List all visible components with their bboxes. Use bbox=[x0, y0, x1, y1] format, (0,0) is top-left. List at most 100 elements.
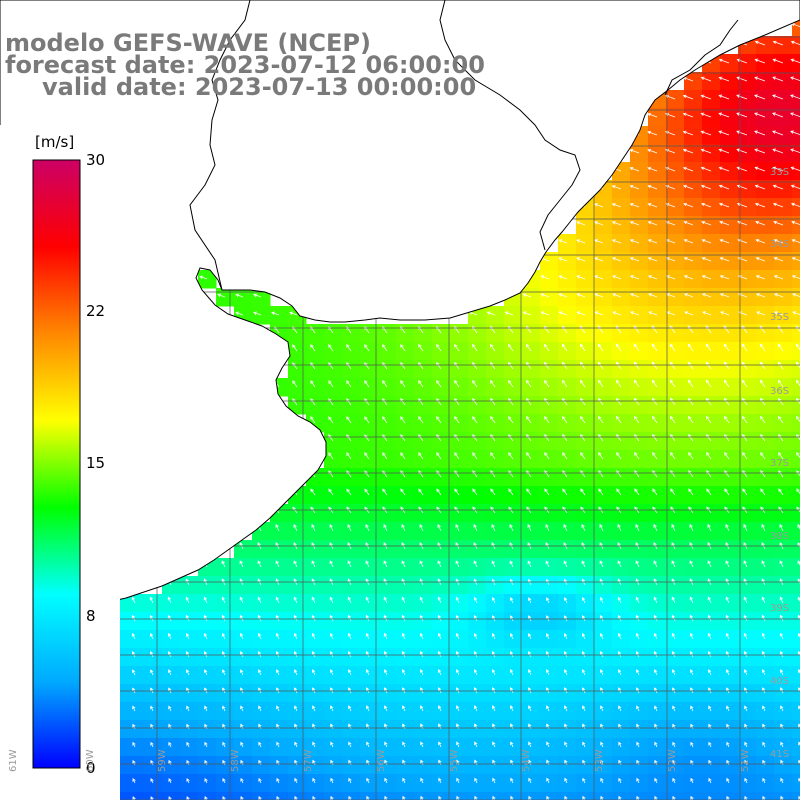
wind-arrow bbox=[743, 596, 748, 604]
wind-arrow bbox=[741, 397, 748, 406]
wind-arrow bbox=[576, 257, 586, 262]
speed-cell bbox=[720, 594, 739, 613]
speed-cell bbox=[612, 468, 631, 487]
speed-cell bbox=[378, 576, 397, 595]
wind-arrow bbox=[186, 796, 190, 800]
wind-arrow bbox=[723, 361, 730, 370]
speed-cell bbox=[684, 630, 703, 649]
wind-arrow bbox=[328, 380, 334, 388]
speed-cell bbox=[558, 540, 577, 559]
wind-arrow bbox=[743, 560, 748, 568]
wind-arrow bbox=[222, 705, 226, 712]
speed-cell bbox=[630, 342, 649, 361]
speed-cell bbox=[522, 792, 541, 800]
speed-cell bbox=[234, 774, 253, 793]
wind-arrow bbox=[384, 705, 388, 712]
wind-arrow bbox=[564, 687, 568, 694]
wind-arrow bbox=[509, 668, 514, 676]
lat-label-39s: 39S bbox=[770, 603, 790, 614]
wind-arrow bbox=[419, 614, 424, 622]
speed-cell bbox=[702, 270, 721, 289]
speed-cell bbox=[288, 720, 307, 739]
wind-arrow bbox=[473, 632, 478, 640]
speed-cell bbox=[396, 432, 415, 451]
wind-arrow bbox=[616, 433, 622, 442]
speed-cell bbox=[756, 576, 775, 595]
speed-cell bbox=[522, 414, 541, 433]
speed-cell bbox=[432, 342, 451, 361]
speed-cell bbox=[324, 522, 343, 541]
wind-arrow bbox=[222, 796, 226, 800]
wind-arrow bbox=[630, 293, 640, 298]
wind-arrow bbox=[400, 488, 406, 496]
wind-arrow bbox=[402, 795, 406, 800]
wind-arrow bbox=[365, 668, 370, 676]
wind-arrow bbox=[564, 705, 568, 712]
speed-cell bbox=[360, 738, 379, 757]
speed-cell bbox=[720, 90, 739, 109]
speed-cell bbox=[342, 504, 361, 523]
wind-arrow bbox=[150, 687, 154, 694]
wind-arrow bbox=[708, 741, 712, 748]
speed-cell bbox=[612, 558, 631, 577]
speed-cell bbox=[378, 324, 397, 343]
wind-arrow bbox=[509, 523, 514, 532]
speed-cell bbox=[378, 594, 397, 613]
speed-cell bbox=[468, 432, 487, 451]
speed-cell bbox=[648, 630, 667, 649]
speed-cell bbox=[504, 792, 523, 800]
wind-arrow bbox=[651, 379, 658, 388]
speed-cell bbox=[558, 234, 577, 253]
speed-cell bbox=[522, 540, 541, 559]
wind-arrow bbox=[348, 741, 352, 748]
wind-arrow bbox=[736, 58, 748, 64]
speed-cell bbox=[270, 702, 289, 721]
speed-cell bbox=[270, 306, 289, 325]
wind-arrow bbox=[615, 379, 622, 388]
wind-arrow bbox=[582, 741, 586, 748]
wind-arrow bbox=[759, 379, 766, 388]
wind-arrow bbox=[576, 221, 586, 226]
wind-arrow bbox=[617, 560, 622, 568]
wind-arrow bbox=[168, 687, 172, 694]
speed-cell bbox=[522, 378, 541, 397]
speed-cell bbox=[630, 288, 649, 307]
wind-arrow bbox=[454, 452, 460, 460]
wind-arrow bbox=[706, 415, 712, 424]
wind-arrow bbox=[528, 795, 532, 800]
speed-cell bbox=[792, 216, 800, 235]
speed-cell bbox=[234, 756, 253, 775]
wind-arrow bbox=[510, 705, 514, 712]
wind-arrow bbox=[149, 596, 154, 604]
speed-cell bbox=[792, 576, 800, 595]
speed-cell bbox=[720, 396, 739, 415]
speed-cell bbox=[234, 702, 253, 721]
speed-cell bbox=[396, 612, 415, 631]
wind-arrow bbox=[546, 705, 550, 712]
speed-cell bbox=[486, 378, 505, 397]
speed-cell bbox=[288, 702, 307, 721]
speed-cell bbox=[522, 774, 541, 793]
wind-arrow bbox=[275, 669, 280, 676]
speed-cell bbox=[468, 378, 487, 397]
speed-cell bbox=[612, 612, 631, 631]
speed-cell bbox=[468, 630, 487, 649]
wind-arrow bbox=[168, 796, 172, 800]
speed-cell bbox=[720, 234, 739, 253]
wind-arrow bbox=[725, 632, 730, 640]
speed-cell bbox=[702, 324, 721, 343]
wind-arrow bbox=[576, 293, 586, 298]
wind-arrow bbox=[629, 184, 640, 190]
lat-label-35s: 35S bbox=[770, 312, 790, 323]
wind-arrow bbox=[790, 112, 800, 118]
wind-arrow bbox=[594, 311, 604, 316]
speed-cell bbox=[180, 792, 199, 800]
wind-arrow bbox=[437, 614, 442, 622]
speed-cell bbox=[666, 270, 685, 289]
speed-cell bbox=[378, 792, 397, 800]
speed-cell bbox=[774, 396, 793, 415]
speed-cell bbox=[630, 774, 649, 793]
speed-cell bbox=[630, 594, 649, 613]
speed-cell bbox=[684, 126, 703, 145]
speed-cell bbox=[756, 216, 775, 235]
